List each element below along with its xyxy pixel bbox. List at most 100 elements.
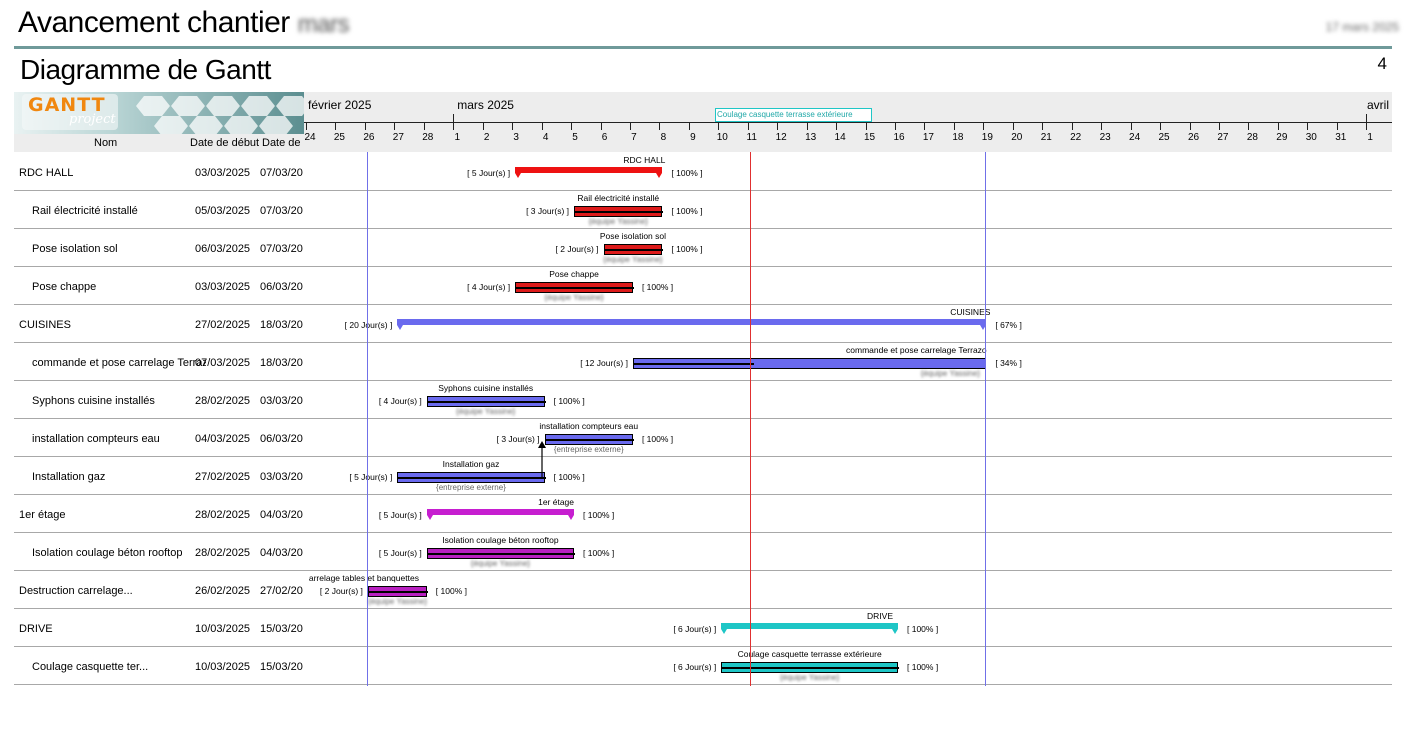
task-bar[interactable] [397,472,546,483]
task-bar[interactable] [515,282,634,293]
task-resource: {équipe Yassine} [367,597,427,606]
task-name[interactable]: Pose chappe [32,281,97,293]
day-label: 2 [483,132,490,143]
task-start-date: 27/02/2025 [195,319,251,331]
task-resource: {équipe Yassine} [603,255,663,264]
summary-bar[interactable] [721,623,898,634]
month-label: avril [1366,98,1389,112]
task-name[interactable]: Pose isolation sol [32,243,118,255]
task-start-date: 10/03/2025 [195,623,251,635]
task-start-date: 28/02/2025 [195,395,251,407]
task-bar-label: 1er étage [538,497,575,507]
table-header: Nom Date de début Date de [14,134,304,152]
task-completion: [ 67% ] [995,320,1022,330]
task-bar[interactable] [544,434,634,445]
task-name[interactable]: Syphons cuisine installés [32,395,155,407]
timeline-marker-project-start [366,152,368,686]
column-header-end[interactable]: Date de [262,137,301,149]
row-separator [14,418,1392,419]
day-label: 12 [775,132,787,143]
task-name[interactable]: Rail électricité installé [32,205,138,217]
summary-bar[interactable] [397,319,987,330]
task-start-date: 07/03/2025 [195,357,251,369]
row-separator [14,684,1392,685]
timeline-header: Coulage casquette terrasse extérieure fé… [304,92,1392,152]
task-end-date: 03/03/202 [260,471,303,483]
day-tick [1218,122,1220,130]
day-tick [1366,122,1368,130]
task-end-date: 27/02/202 [260,585,303,597]
task-start-date: 03/03/2025 [195,281,251,293]
task-name[interactable]: CUISINES [19,319,71,331]
day-label: 29 [1276,132,1288,143]
task-name[interactable]: Isolation coulage béton rooftop [32,547,183,559]
task-progress [368,591,428,593]
day-label: 3 [513,132,519,143]
task-bar-label: Pose isolation sol [599,231,667,241]
day-label: 8 [660,132,667,143]
task-progress [633,363,755,365]
day-tick [364,122,366,130]
summary-bar[interactable] [426,509,575,520]
task-progress [545,439,634,441]
task-completion: [ 100% ] [671,168,703,178]
day-tick [865,122,867,130]
day-label: 4 [542,132,549,143]
task-name[interactable]: Coulage casquette ter... [32,661,149,673]
summary-bar[interactable] [515,167,663,178]
task-completion: [ 34% ] [995,358,1022,368]
day-tick [1071,122,1073,130]
column-header-start[interactable]: Date de début [190,137,260,149]
task-duration: [ 5 Jour(s) ] [378,510,422,520]
task-bar[interactable] [574,206,664,217]
task-bar-label: Syphons cuisine installés [438,383,534,393]
task-duration: [ 3 Jour(s) ] [496,434,540,444]
task-duration: [ 5 Jour(s) ] [378,548,422,558]
task-name[interactable]: installation compteurs eau [32,433,160,445]
task-name[interactable]: Destruction carrelage... [19,585,133,597]
day-label: 23 [1099,132,1111,143]
report-date: 17 mars 2025 [1325,20,1399,34]
day-label: 9 [690,132,696,143]
day-tick [541,122,543,130]
task-start-date: 28/02/2025 [195,509,251,521]
task-bar-label: Pose chappe [549,269,599,279]
task-bar[interactable] [426,548,576,559]
day-label: 25 [1158,132,1170,143]
dependency-arrow-icon [536,441,546,479]
task-start-date: 04/03/2025 [195,433,251,445]
page-number: 4 [1377,54,1387,73]
day-tick [924,122,926,130]
task-completion: [ 100% ] [907,662,939,672]
day-label: 6 [601,132,608,143]
task-bar[interactable] [367,586,428,597]
day-tick [1101,122,1103,130]
task-end-date: 03/03/202 [260,395,303,407]
task-duration: [ 2 Jour(s) ] [319,586,363,596]
day-label: 17 [922,132,934,143]
task-bar-label: Isolation coulage béton rooftop [442,535,559,545]
task-bar[interactable] [603,244,664,255]
task-name[interactable]: 1er étage [19,509,66,521]
task-bar[interactable] [632,358,987,369]
day-tick [1042,122,1044,130]
task-name[interactable]: commande et pose carrelage Terrazo [32,357,206,369]
day-label: 13 [805,132,817,143]
column-header-name[interactable]: Nom [94,137,118,149]
day-tick [571,122,573,130]
task-completion: [ 100% ] [553,396,585,406]
redacted-title-part: mars [297,11,350,38]
day-tick [453,122,455,130]
task-name[interactable]: Installation gaz [32,471,106,483]
task-resource: {équipe Yassine} [544,293,604,302]
task-name[interactable]: RDC HALL [19,167,74,179]
task-progress [427,401,546,403]
task-resource: {équipe Yassine} [470,559,531,568]
task-bar[interactable] [426,396,546,407]
task-bar[interactable] [721,662,899,673]
task-name[interactable]: DRIVE [19,623,53,635]
day-label: 26 [363,132,375,143]
day-tick [629,122,631,130]
task-duration: [ 2 Jour(s) ] [555,244,599,254]
section-title: Diagramme de Gantt [20,54,271,85]
